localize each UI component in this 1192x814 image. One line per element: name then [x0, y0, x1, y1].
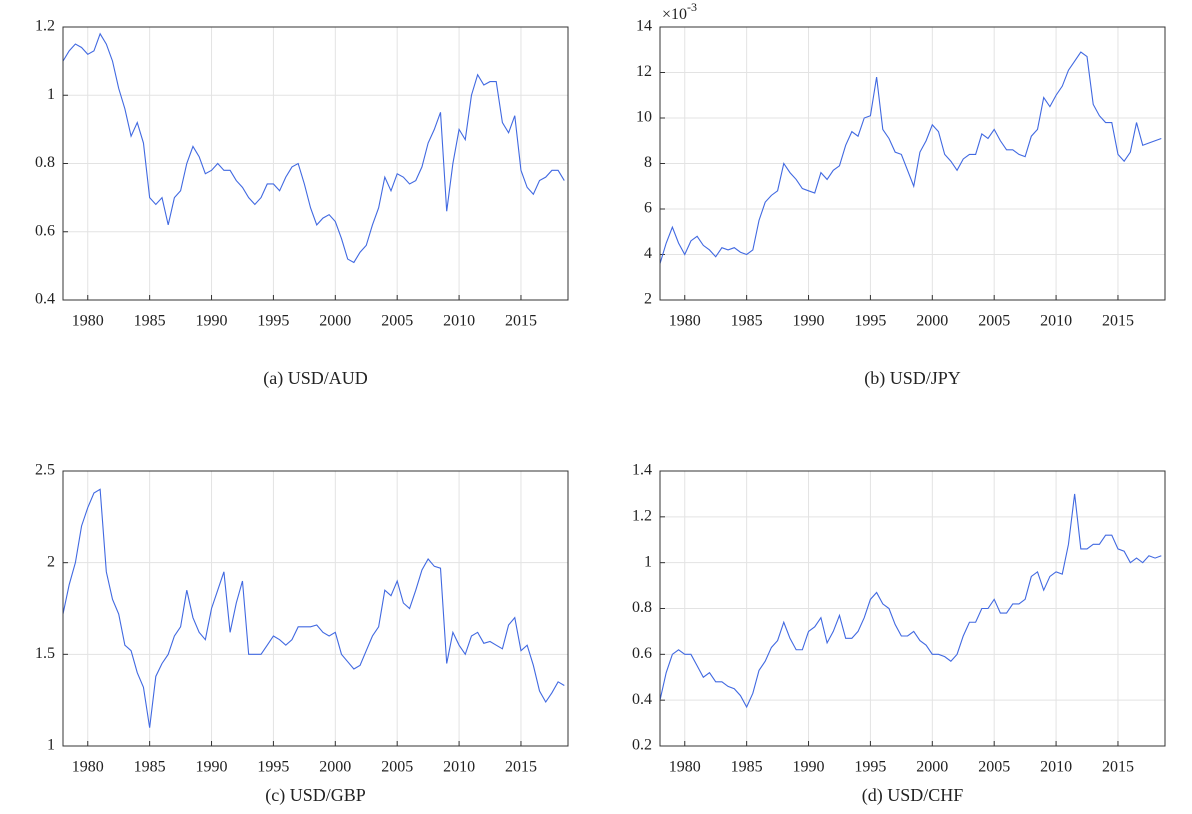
y-tick-label: 8	[644, 154, 652, 171]
y-tick-label: 2.5	[35, 462, 55, 479]
x-tick-label: 2010	[443, 759, 475, 776]
x-tick-label: 1990	[196, 759, 228, 776]
x-tick-label: 1995	[854, 759, 886, 776]
y-tick-label: 1	[47, 86, 55, 103]
y-multiplier: ×10-3	[662, 0, 697, 23]
x-tick-label: 1990	[196, 313, 228, 330]
y-tick-label: 0.6	[632, 645, 652, 662]
y-tick-label: 0.4	[35, 291, 55, 308]
x-tick-label: 1980	[669, 759, 701, 776]
x-tick-label: 1985	[731, 313, 763, 330]
plot-area	[63, 471, 568, 746]
x-tick-label: 1985	[731, 759, 763, 776]
y-tick-label: 0.8	[35, 154, 55, 171]
caption: (a) USD/AUD	[263, 368, 367, 389]
y-tick-label: 14	[636, 18, 652, 35]
x-tick-label: 2010	[1040, 313, 1072, 330]
x-tick-label: 2015	[1102, 313, 1134, 330]
axes-frame	[62, 26, 569, 301]
caption: (d) USD/CHF	[862, 785, 964, 806]
y-tick-label: 2	[47, 553, 55, 570]
y-tick-label: 1.4	[632, 462, 652, 479]
x-tick-label: 1980	[72, 759, 104, 776]
y-tick-label: 1	[47, 737, 55, 754]
y-tick-label: 0.6	[35, 222, 55, 239]
y-tick-label: 0.8	[632, 599, 652, 616]
x-tick-label: 1995	[854, 313, 886, 330]
y-tick-label: 0.4	[632, 691, 652, 708]
x-tick-label: 1990	[793, 313, 825, 330]
x-tick-label: 2005	[978, 313, 1010, 330]
x-tick-label: 2015	[505, 759, 537, 776]
axes-frame	[659, 26, 1166, 301]
x-tick-label: 2000	[916, 313, 948, 330]
x-tick-label: 2005	[381, 313, 413, 330]
x-tick-label: 1990	[793, 759, 825, 776]
series-line	[62, 32, 565, 264]
y-tick-label: 2	[644, 291, 652, 308]
x-tick-label: 1995	[257, 759, 289, 776]
x-tick-label: 2005	[978, 759, 1010, 776]
caption: (c) USD/GBP	[265, 785, 366, 806]
x-tick-label: 2000	[319, 759, 351, 776]
x-tick-label: 1985	[134, 313, 166, 330]
x-tick-label: 1985	[134, 759, 166, 776]
x-tick-label: 2015	[505, 313, 537, 330]
y-tick-label: 1.5	[35, 645, 55, 662]
x-tick-label: 2000	[916, 759, 948, 776]
y-tick-label: 0.2	[632, 737, 652, 754]
x-tick-label: 2010	[1040, 759, 1072, 776]
x-tick-label: 1995	[257, 313, 289, 330]
x-tick-label: 2000	[319, 313, 351, 330]
x-tick-label: 1980	[669, 313, 701, 330]
y-tick-label: 6	[644, 200, 652, 217]
x-tick-label: 2015	[1102, 759, 1134, 776]
caption: (b) USD/JPY	[864, 368, 961, 389]
y-tick-label: 4	[644, 245, 652, 262]
x-tick-label: 2010	[443, 313, 475, 330]
y-tick-label: 1	[644, 553, 652, 570]
y-tick-label: 12	[636, 63, 652, 80]
series-line	[659, 51, 1162, 264]
axes-frame	[62, 470, 569, 747]
x-tick-label: 1980	[72, 313, 104, 330]
axes-frame	[659, 470, 1166, 747]
y-multiplier-exponent: -3	[687, 0, 697, 14]
x-tick-label: 2005	[381, 759, 413, 776]
y-tick-label: 10	[636, 109, 652, 126]
y-tick-label: 1.2	[35, 18, 55, 35]
series-line	[62, 488, 565, 728]
series-line	[659, 493, 1162, 709]
y-multiplier-base: ×10	[662, 6, 687, 23]
y-tick-label: 1.2	[632, 508, 652, 525]
